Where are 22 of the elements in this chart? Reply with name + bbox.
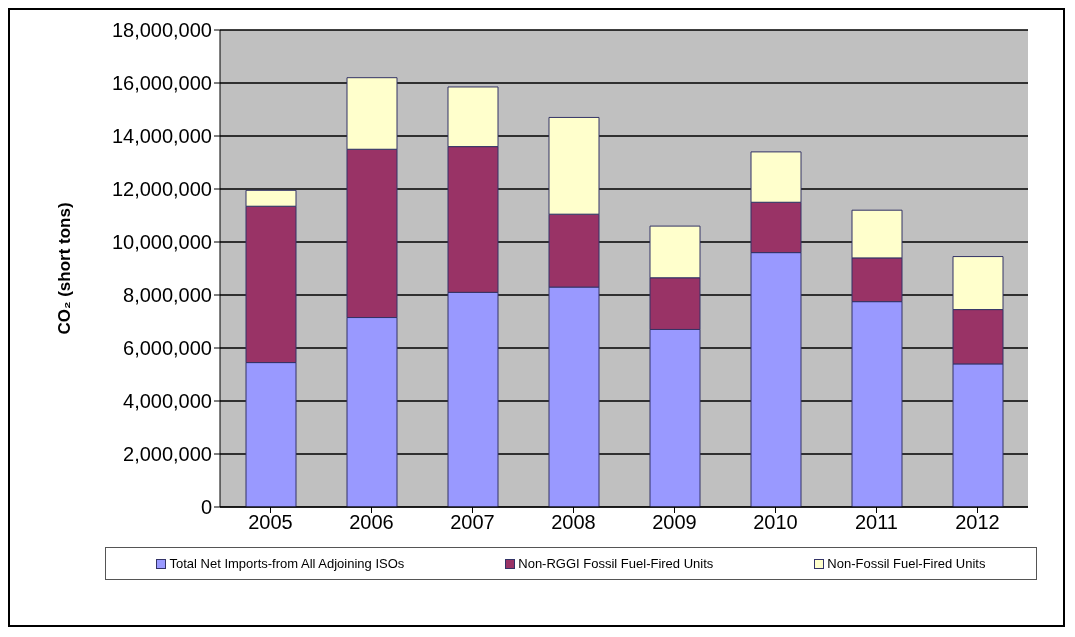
y-tick-label: 6,000,000 xyxy=(123,337,212,360)
y-tick-label: 2,000,000 xyxy=(123,443,212,466)
x-tick-label: 2009 xyxy=(652,511,697,534)
x-tick-label: 2012 xyxy=(955,511,1000,534)
legend-label: Total Net Imports-from All Adjoining ISOs xyxy=(168,556,405,571)
legend-label: Non-RGGI Fossil Fuel-Fired Units xyxy=(517,556,714,571)
y-tick-label: 4,000,000 xyxy=(123,390,212,413)
x-tick-label: 2011 xyxy=(854,511,899,534)
x-tick-label: 2007 xyxy=(450,511,495,534)
y-tick-label: 10,000,000 xyxy=(111,231,212,254)
x-tick-label: 2005 xyxy=(248,511,293,534)
x-tick-label: 2010 xyxy=(753,511,798,534)
x-tick-label: 2008 xyxy=(551,511,596,534)
y-tick-label: 12,000,000 xyxy=(111,178,212,201)
x-tick-label: 2006 xyxy=(349,511,394,534)
y-tick-label: 16,000,000 xyxy=(111,72,212,95)
legend-label: Non-Fossil Fuel-Fired Units xyxy=(826,556,986,571)
y-tick-label: 0 xyxy=(200,496,212,519)
y-tick-label: 14,000,000 xyxy=(111,125,212,148)
y-axis-title: CO₂ (short tons) xyxy=(55,202,74,335)
y-tick-label: 8,000,000 xyxy=(123,284,212,307)
y-tick-label: 18,000,000 xyxy=(111,19,212,42)
